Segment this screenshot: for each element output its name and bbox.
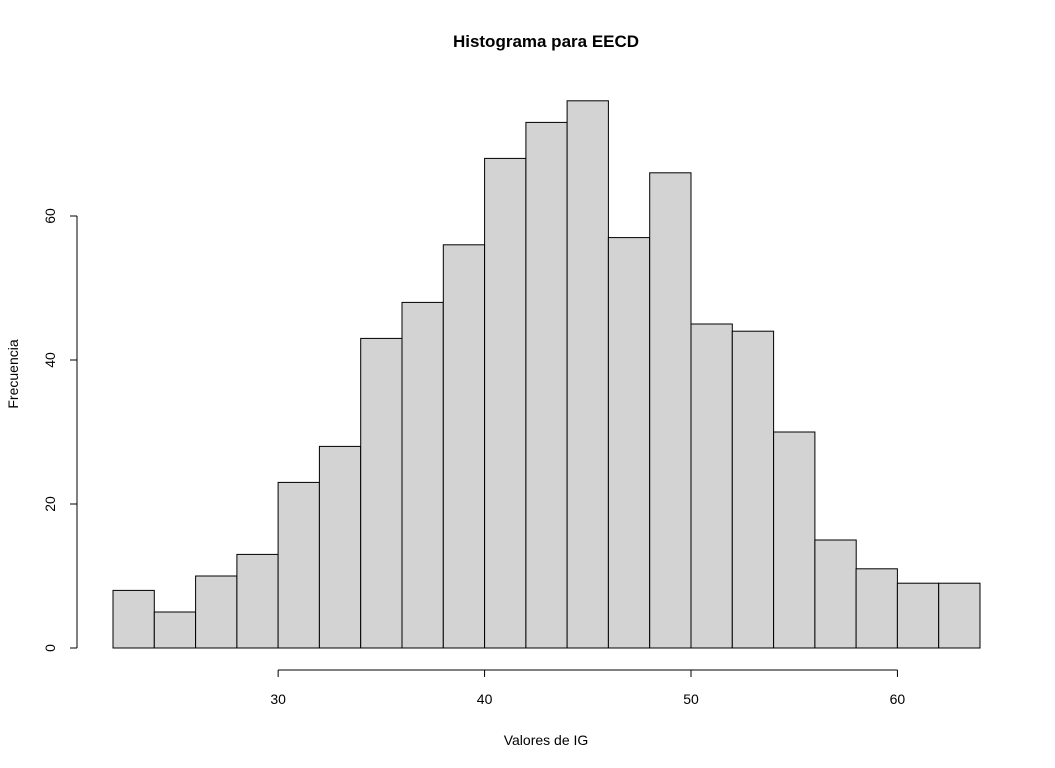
x-tick-label: 30 (270, 691, 286, 707)
histogram-bar (195, 575, 238, 649)
histogram-bar (896, 582, 940, 649)
x-axis: 30 40 50 60 (270, 669, 906, 707)
y-axis: 0 20 40 60 (42, 208, 78, 652)
histogram-bar (277, 481, 320, 649)
y-tick-label: 40 (42, 352, 58, 368)
histogram-bar (112, 589, 155, 649)
histogram-bar (236, 553, 279, 649)
histogram-bar (731, 330, 775, 649)
y-axis-label: Frecuencia (5, 339, 21, 408)
histogram-bar (773, 431, 816, 649)
y-tick-label: 0 (42, 644, 58, 652)
histogram-bar (938, 582, 981, 649)
chart-title: Histograma para EECD (453, 32, 639, 51)
histogram-bar (690, 323, 733, 649)
histogram-bar (814, 539, 857, 649)
histogram-bar (607, 237, 651, 649)
x-tick-label: 60 (890, 691, 906, 707)
bars-group (112, 100, 981, 649)
y-tick-label: 60 (42, 208, 58, 224)
histogram-bar (153, 611, 197, 649)
histogram-bar (649, 172, 692, 649)
y-tick-label: 20 (42, 496, 58, 512)
x-tick-label: 40 (477, 691, 493, 707)
histogram-bar (855, 568, 898, 649)
histogram-bar (318, 445, 362, 649)
x-tick-label: 50 (683, 691, 699, 707)
histogram-bar (360, 337, 403, 649)
histogram-bar (566, 100, 609, 649)
histogram-bar (484, 157, 527, 649)
x-axis-label: Valores de IG (504, 732, 589, 748)
histogram-bar (525, 121, 568, 649)
histogram-bar (401, 301, 444, 649)
histogram-bar (442, 244, 486, 649)
